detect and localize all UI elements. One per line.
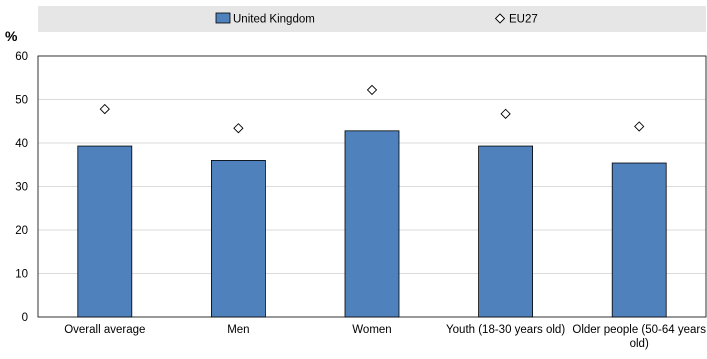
y-tick-label-0: 0 bbox=[22, 312, 28, 324]
legend-label-eu27: EU27 bbox=[509, 14, 538, 26]
x-tick-label-0: Overall average bbox=[64, 324, 145, 336]
uk-bar-series bbox=[77, 130, 667, 318]
x-tick-label-3: Youth (18-30 years old) bbox=[446, 324, 565, 336]
legend: United Kingdom EU27 bbox=[38, 6, 706, 32]
legend-marker-eu27 bbox=[494, 13, 506, 24]
legend-label-united-kingdom: United Kingdom bbox=[233, 14, 315, 26]
y-tick-label-20: 20 bbox=[15, 225, 28, 237]
y-tick-label-60: 60 bbox=[15, 51, 28, 63]
bar-united-kingdom-3 bbox=[478, 145, 534, 318]
y-tick-label-30: 30 bbox=[15, 182, 28, 194]
x-tick-label-4: Older people (50-64 years old) bbox=[572, 324, 706, 350]
bar-united-kingdom-1 bbox=[210, 159, 266, 318]
bar-united-kingdom-4 bbox=[611, 162, 667, 318]
x-tick-label-2: Women bbox=[352, 324, 391, 336]
y-axis-label: % bbox=[5, 28, 18, 44]
bar-united-kingdom-0 bbox=[77, 145, 133, 318]
bar-united-kingdom-2 bbox=[344, 130, 400, 318]
legend-swatch-united-kingdom bbox=[215, 12, 231, 24]
marker-eu27-0 bbox=[99, 103, 110, 115]
marker-eu27-3 bbox=[500, 108, 511, 119]
y-axis-ticks: 0 10 20 30 40 50 60 bbox=[15, 51, 28, 324]
y-tick-label-50: 50 bbox=[15, 95, 28, 107]
marker-eu27-2 bbox=[366, 84, 378, 96]
eu27-marker-series bbox=[99, 84, 645, 134]
x-tick-label-1: Men bbox=[227, 324, 249, 336]
legend-background bbox=[38, 6, 706, 32]
y-tick-label-40: 40 bbox=[15, 138, 28, 150]
marker-eu27-1 bbox=[233, 123, 244, 134]
x-axis-ticks: Overall average Men Women Youth (18-30 year… bbox=[64, 324, 706, 350]
marker-eu27-4 bbox=[634, 121, 645, 132]
y-tick-label-10: 10 bbox=[15, 269, 28, 281]
